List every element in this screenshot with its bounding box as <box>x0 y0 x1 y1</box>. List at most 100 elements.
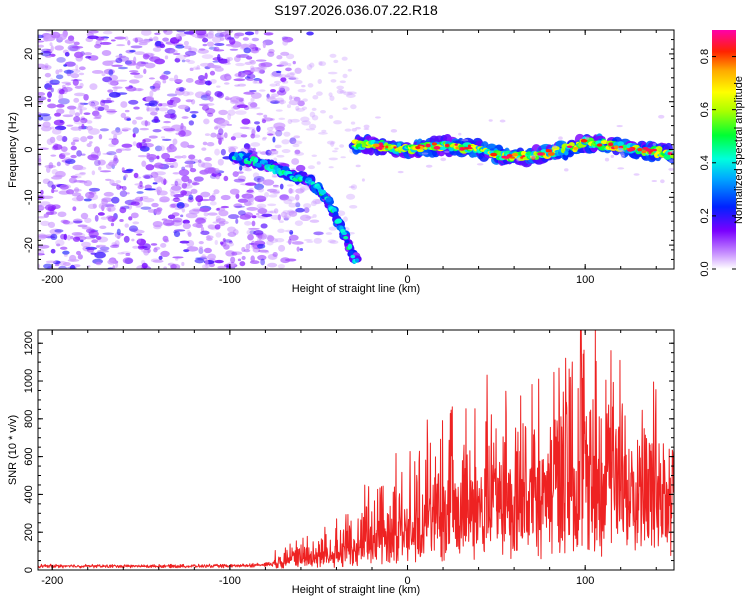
noise-speckle <box>38 34 44 39</box>
noise-speckle <box>268 194 278 198</box>
noise-speckle <box>209 78 217 84</box>
ridge-hotspot <box>637 147 643 152</box>
noise-speckle <box>87 203 97 210</box>
noise-speckle <box>246 104 254 109</box>
noise-speckle <box>64 39 75 44</box>
noise-speckle <box>327 239 336 244</box>
noise-speckle <box>117 252 125 255</box>
noise-speckle <box>76 195 84 202</box>
noise-speckle <box>170 183 182 186</box>
noise-speckle <box>167 214 176 220</box>
noise-speckle <box>70 235 74 240</box>
noise-speckle <box>288 234 299 241</box>
ridge-blob-core <box>254 157 259 163</box>
noise-speckle <box>266 96 277 103</box>
noise-speckle <box>75 166 87 171</box>
noise-speckle <box>249 102 258 108</box>
noise-speckle <box>361 178 365 182</box>
noise-speckle <box>136 238 147 246</box>
noise-speckle <box>237 175 246 182</box>
noise-speckle <box>234 84 240 87</box>
noise-speckle <box>86 143 92 148</box>
noise-speckle <box>316 161 321 165</box>
noise-speckle <box>137 88 142 92</box>
noise-speckle <box>126 118 132 121</box>
noise-speckle <box>291 158 300 165</box>
ridge-hotspot <box>444 143 450 148</box>
noise-speckle <box>342 107 348 111</box>
noise-speckle <box>52 144 63 150</box>
noise-speckle <box>215 125 221 129</box>
noise-speckle <box>198 159 202 164</box>
noise-speckle <box>347 91 357 95</box>
noise-speckle <box>132 141 137 146</box>
noise-speckle <box>301 120 311 126</box>
noise-speckle <box>277 214 282 221</box>
noise-speckle <box>297 100 305 107</box>
noise-speckle <box>44 65 49 69</box>
noise-speckle <box>196 65 200 69</box>
ridge-hotspot <box>455 146 459 150</box>
noise-speckle <box>112 243 120 247</box>
noise-speckle <box>287 209 295 216</box>
noise-speckle <box>154 145 163 152</box>
noise-speckle <box>257 187 264 193</box>
noise-speckle <box>215 175 220 180</box>
noise-speckle <box>268 48 275 54</box>
noise-speckle <box>604 157 610 162</box>
noise-speckle <box>270 88 276 93</box>
noise-speckle <box>62 262 71 267</box>
noise-speckle <box>155 105 159 113</box>
noise-speckle <box>38 204 45 210</box>
noise-speckle <box>243 201 252 207</box>
noise-speckle <box>281 148 291 154</box>
noise-speckle <box>227 113 232 121</box>
noise-speckle <box>216 91 224 99</box>
noise-speckle <box>94 106 105 111</box>
noise-speckle <box>57 211 67 218</box>
noise-speckle <box>83 52 92 56</box>
noise-speckle <box>658 114 665 119</box>
noise-speckle <box>288 188 293 194</box>
noise-speckle <box>584 136 590 140</box>
noise-speckle <box>617 167 625 170</box>
noise-speckle <box>119 206 127 214</box>
noise-speckle <box>290 77 299 81</box>
noise-speckle <box>209 195 216 202</box>
noise-speckle <box>38 113 51 117</box>
noise-speckle <box>267 153 274 156</box>
noise-speckle <box>160 250 170 258</box>
noise-speckle <box>313 237 323 244</box>
noise-speckle <box>180 190 187 196</box>
noise-speckle <box>294 67 302 74</box>
noise-speckle <box>294 79 303 85</box>
noise-speckle <box>256 125 261 132</box>
noise-speckle <box>54 229 64 233</box>
noise-speckle <box>306 64 313 71</box>
noise-speckle <box>151 202 159 208</box>
noise-speckle <box>61 152 71 156</box>
noise-speckle <box>348 185 355 189</box>
noise-speckle <box>99 41 112 45</box>
noise-speckle <box>157 103 163 107</box>
noise-speckle <box>236 104 249 109</box>
noise-speckle <box>205 107 216 115</box>
noise-speckle <box>130 45 143 49</box>
ridge-hotspot <box>431 142 438 146</box>
noise-speckle <box>140 61 149 65</box>
noise-speckle <box>245 182 257 186</box>
noise-speckle <box>56 57 66 63</box>
noise-speckle <box>266 96 276 100</box>
noise-speckle <box>149 90 154 97</box>
noise-speckle <box>355 126 361 130</box>
noise-speckle <box>294 220 303 227</box>
noise-speckle <box>227 109 236 116</box>
noise-speckle <box>242 37 250 41</box>
noise-speckle <box>132 127 140 134</box>
noise-speckle <box>51 184 56 190</box>
noise-speckle <box>250 106 261 110</box>
noise-speckle <box>204 102 215 106</box>
noise-speckle <box>70 175 82 179</box>
noise-speckle <box>198 75 206 81</box>
